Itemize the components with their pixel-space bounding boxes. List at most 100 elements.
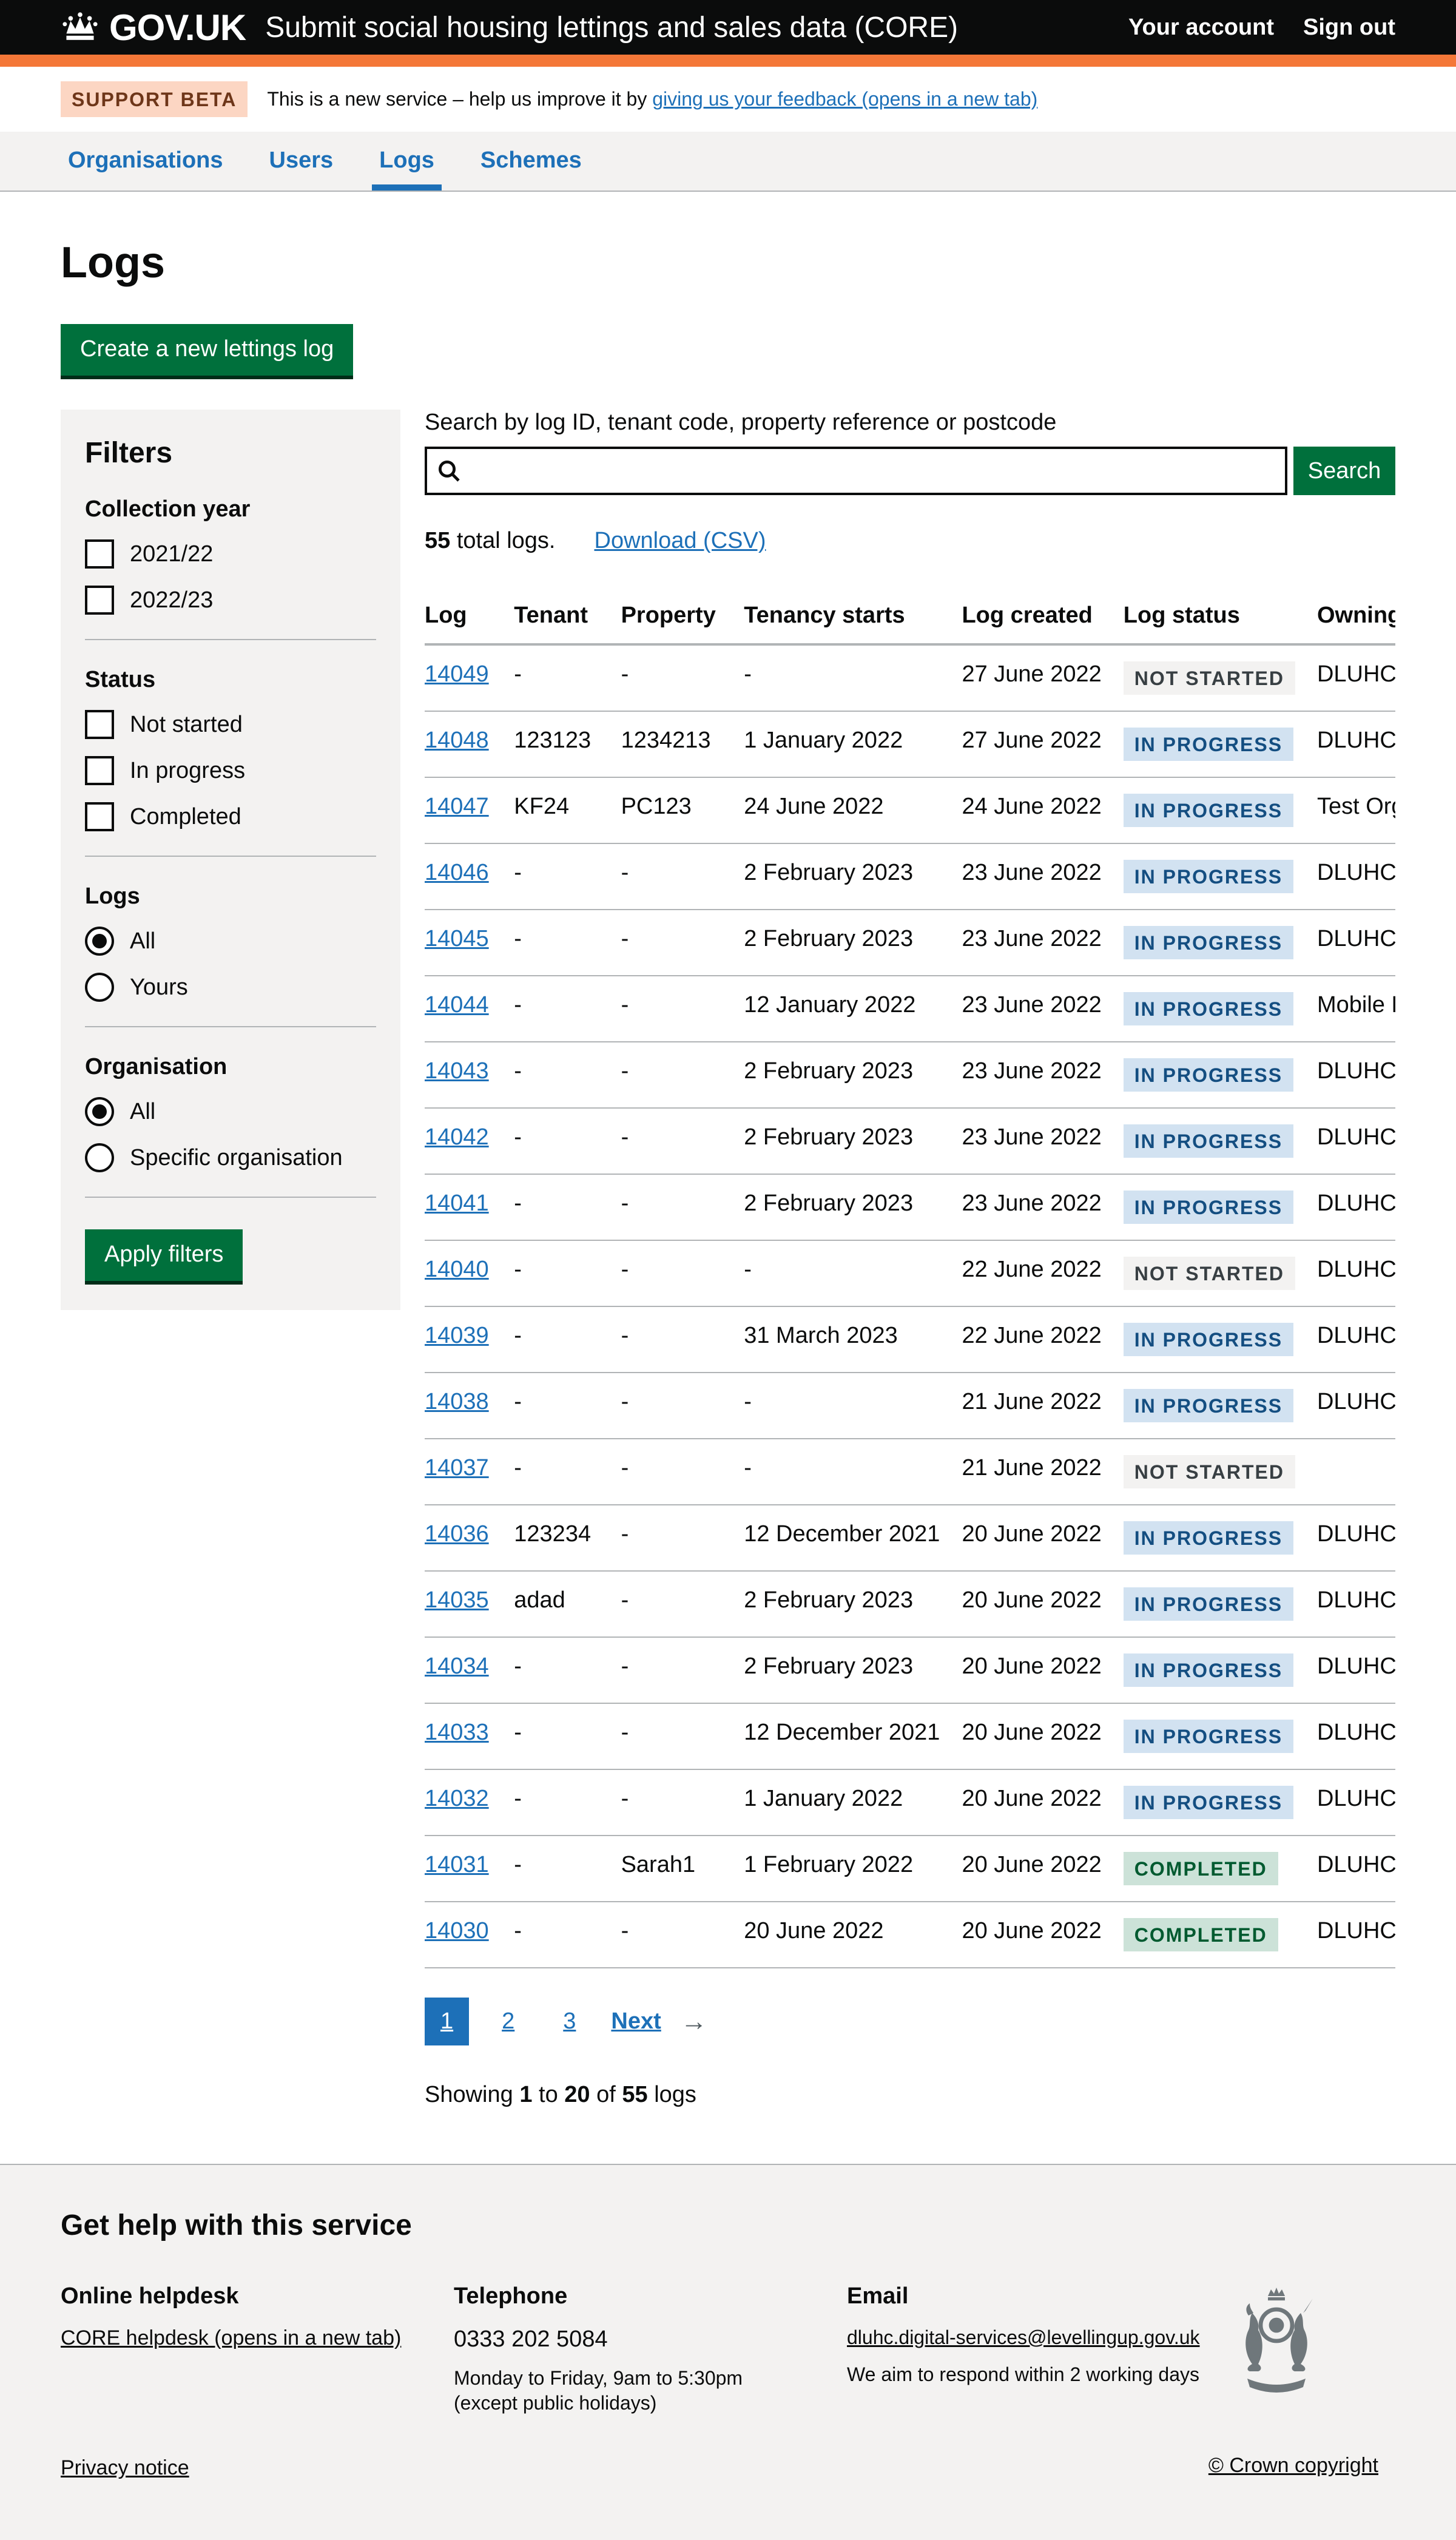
download-csv-link[interactable]: Download (CSV) [594,528,766,553]
log-status-cell: IN PROGRESS [1123,976,1317,1042]
log-id-cell: 14038 [425,1373,514,1439]
beta-tag: SUPPORT BETA [61,81,248,117]
tenancy-starts-cell: 2 February 2023 [744,1571,962,1638]
total-logs-count: 55 [425,528,451,553]
showing-from: 1 [519,2082,533,2107]
pagination-page-3[interactable]: 3 [563,2008,576,2034]
log-created-cell: 27 June 2022 [962,644,1124,712]
tenancy-starts-cell: 1 February 2022 [744,1836,962,1902]
log-id-link[interactable]: 14033 [425,1720,489,1745]
email-link[interactable]: dluhc.digital-services@levellingup.gov.u… [847,2326,1200,2348]
showing-total: 55 [622,2082,648,2107]
your-account-link[interactable]: Your account [1128,14,1275,40]
log-id-link[interactable]: 14040 [425,1257,489,1282]
core-helpdesk-link[interactable]: CORE helpdesk (opens in a new tab) [61,2326,402,2349]
log-id-link[interactable]: 14036 [425,1521,489,1547]
log-id-link[interactable]: 14041 [425,1191,489,1216]
log-created-cell: 21 June 2022 [962,1439,1124,1505]
tenancy-starts-cell: - [744,1373,962,1439]
property-cell: - [621,1306,744,1373]
status-badge: IN PROGRESS [1123,926,1294,959]
sign-out-link[interactable]: Sign out [1303,14,1395,40]
nav-item-logs[interactable]: Logs [372,132,442,191]
log-id-link[interactable]: 14035 [425,1587,489,1613]
table-row: 14035 adad -2 February 2023 20 June 2022 IN … [425,1571,1395,1638]
total-logs-text: total logs. [450,528,556,553]
status-badge: IN PROGRESS [1123,860,1294,893]
service-name-link[interactable]: Submit social housing lettings and sales… [265,11,959,44]
log-id-link[interactable]: 14047 [425,794,489,819]
log-created-cell: 20 June 2022 [962,1703,1124,1770]
govuk-logo[interactable]: GOV.UK [61,7,246,49]
log-id-link[interactable]: 14034 [425,1653,489,1679]
log-id-link[interactable]: 14045 [425,926,489,951]
log-id-link[interactable]: 14032 [425,1786,489,1811]
organisation-specific-radio[interactable] [85,1143,114,1172]
feedback-link[interactable]: giving us your feedback (opens in a new … [652,88,1038,110]
nav-item-schemes[interactable]: Schemes [480,147,582,173]
log-created-cell: 22 June 2022 [962,1240,1124,1307]
log-id-link[interactable]: 14037 [425,1455,489,1481]
tenant-cell: - [514,1306,621,1373]
search-button[interactable]: Search [1293,447,1395,495]
search-input[interactable] [471,456,1275,485]
apply-filters-button[interactable]: Apply filters [85,1229,243,1281]
header-account-links: Your account Sign out [1128,15,1395,41]
property-cell: - [621,976,744,1042]
log-created-cell: 23 June 2022 [962,1108,1124,1175]
tenancy-starts-cell: 1 January 2022 [744,1769,962,1836]
status-not-started-checkbox[interactable] [85,710,114,739]
log-id-cell: 14043 [425,1042,514,1109]
owning-organisation-cell: DLUHC Test [1316,1703,1395,1770]
logs-all-radio[interactable] [85,927,114,956]
checkbox-label: 2021/22 [130,541,214,567]
collection-year-2021-22-checkbox[interactable] [85,539,114,569]
status-badge: IN PROGRESS [1123,728,1294,761]
status-badge: IN PROGRESS [1123,1323,1294,1356]
tenant-cell: adad [514,1571,621,1638]
footer-email: Email dluhc.digital-services@levellingup… [847,2283,1240,2414]
log-id-link[interactable]: 14042 [425,1124,489,1150]
log-status-cell: NOT STARTED [1123,1439,1317,1505]
tenant-cell: - [514,843,621,910]
tenancy-starts-cell: 12 January 2022 [744,976,962,1042]
search-input-wrapper [425,447,1287,495]
nav-item-organisations[interactable]: Organisations [68,147,223,173]
pagination-page-2[interactable]: 2 [502,2008,515,2034]
table-row: 14037- - -21 June 2022 NOT STARTED [425,1439,1395,1505]
status-completed-checkbox[interactable] [85,802,114,831]
organisation-all-radio[interactable] [85,1097,114,1126]
pagination-next-link[interactable]: Next [611,2008,661,2034]
table-header-row: Log Tenant Property Tenancy starts Log c… [425,590,1395,646]
log-id-cell: 14033 [425,1703,514,1770]
log-status-cell: IN PROGRESS [1123,843,1317,910]
collection-year-2022-23-checkbox[interactable] [85,586,114,615]
log-id-link[interactable]: 14030 [425,1918,489,1944]
log-id-link[interactable]: 14044 [425,992,489,1018]
log-id-link[interactable]: 14031 [425,1852,489,1877]
search-label: Search by log ID, tenant code, property … [425,410,1057,435]
tenancy-starts-cell: 2 February 2023 [744,1637,962,1704]
log-id-link[interactable]: 14049 [425,661,489,687]
tenancy-starts-cell: 2 February 2023 [744,1174,962,1241]
showing-summary: Showing 1 to 20 of 55 logs [425,2082,1395,2108]
crown-copyright-link[interactable]: © Crown copyright [1208,2454,1378,2477]
log-id-cell: 14048 [425,711,514,778]
create-lettings-log-button[interactable]: Create a new lettings log [61,324,354,376]
log-id-link[interactable]: 14038 [425,1389,489,1414]
tenant-cell: - [514,1174,621,1241]
nav-item-users[interactable]: Users [269,147,334,173]
status-in-progress-checkbox[interactable] [85,756,114,785]
primary-nav: Organisations Users Logs Schemes [0,132,1456,192]
log-id-link[interactable]: 14043 [425,1058,489,1084]
log-id-link[interactable]: 14046 [425,860,489,885]
log-id-link[interactable]: 14039 [425,1323,489,1348]
log-id-link[interactable]: 14048 [425,728,489,753]
logs-yours-radio[interactable] [85,973,114,1002]
privacy-notice-link[interactable]: Privacy notice [61,2456,189,2479]
table-row: 14046- -2 February 2023 23 June 2022 IN PRO… [425,843,1395,910]
owning-organisation-cell: DLUHC Test [1316,843,1395,910]
property-cell: - [621,1703,744,1770]
tenancy-starts-cell: 2 February 2023 [744,910,962,976]
pagination-page-1-current[interactable]: 1 [425,1998,470,2045]
